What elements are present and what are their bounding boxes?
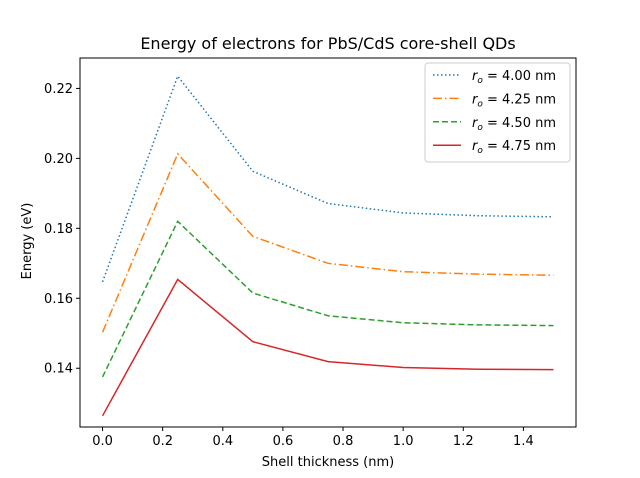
series-line-3 bbox=[101, 220, 554, 378]
x-tick-label: 1.0 bbox=[393, 434, 414, 449]
x-tick-label: 0.6 bbox=[273, 434, 294, 449]
x-tick-label: 1.2 bbox=[453, 434, 474, 449]
legend-label-2: ro = 4.25 nm bbox=[472, 92, 556, 109]
legend-label-1: ro = 4.00 nm bbox=[472, 69, 556, 86]
x-axis-ticks: 0.0 0.2 0.4 0.6 0.8 1.0 1.2 1.4 bbox=[92, 427, 534, 449]
x-tick-label: 0.0 bbox=[92, 434, 113, 449]
series-line-2 bbox=[101, 152, 554, 333]
chart-title: Energy of electrons for PbS/CdS core-she… bbox=[140, 34, 515, 53]
plot-lines bbox=[101, 74, 554, 417]
x-tick-label: 0.2 bbox=[152, 434, 173, 449]
x-tick-label: 1.4 bbox=[513, 434, 534, 449]
legend-label-3: ro = 4.50 nm bbox=[472, 116, 556, 133]
y-tick-label: 0.14 bbox=[44, 362, 73, 377]
x-tick-label: 0.4 bbox=[212, 434, 233, 449]
legend-label-4: ro = 4.75 nm bbox=[472, 139, 556, 156]
plot-area-frame bbox=[79, 57, 577, 428]
y-tick-label: 0.22 bbox=[44, 82, 73, 97]
y-axis-ticks: 0.14 0.16 0.18 0.20 0.22 bbox=[44, 82, 80, 377]
series-line-1 bbox=[101, 74, 554, 283]
legend: ro = 4.00 nm ro = 4.25 nm ro = 4.50 nm ro =… bbox=[424, 62, 571, 163]
series-line-4 bbox=[101, 278, 554, 417]
x-axis-label: Shell thickness (nm) bbox=[262, 455, 394, 470]
y-tick-label: 0.18 bbox=[44, 222, 73, 237]
y-axis-label: Energy (eV) bbox=[20, 203, 35, 280]
y-tick-label: 0.16 bbox=[44, 292, 73, 307]
y-tick-label: 0.20 bbox=[44, 152, 73, 167]
legend-box bbox=[424, 62, 571, 163]
x-tick-label: 0.8 bbox=[333, 434, 354, 449]
